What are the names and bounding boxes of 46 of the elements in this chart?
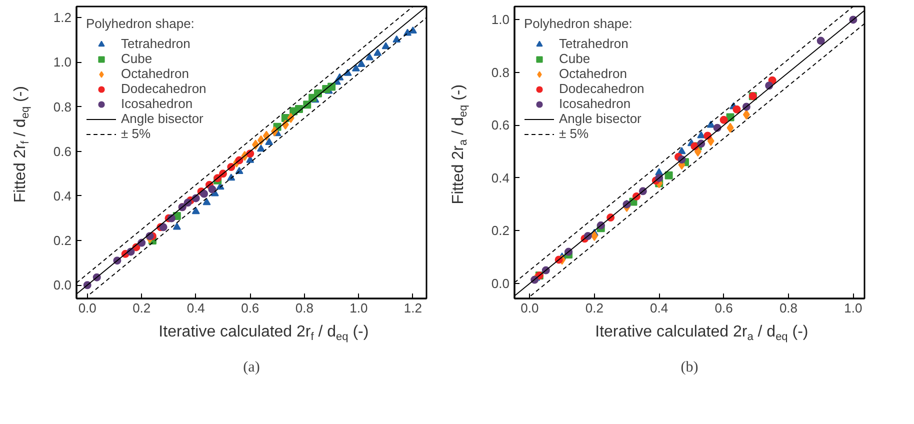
legend-label: Tetrahedron <box>559 36 628 51</box>
y-tick-label: 1.2 <box>53 10 72 26</box>
y-tick-label: 0.4 <box>53 188 72 204</box>
x-tick-label: 0.6 <box>241 300 260 316</box>
legend-label: Cube <box>121 51 152 66</box>
legend-label: Octahedron <box>559 66 627 81</box>
y-axis-title: Fitted 2ra / deq (-) <box>450 84 470 204</box>
y-tick-label: 0.4 <box>491 170 510 186</box>
legend-label: Octahedron <box>121 66 189 81</box>
x-tick-label: 1.0 <box>844 300 862 316</box>
legend-title: Polyhedron shape: <box>524 16 634 31</box>
x-tick-label: 0.8 <box>779 300 798 316</box>
y-tick-label: 1.0 <box>53 54 72 70</box>
legend-label: Cube <box>559 51 590 66</box>
y-tick-label: 0.2 <box>491 223 510 238</box>
y-axis-title: Fitted 2rf / deq (-) <box>12 86 32 203</box>
text: (a) <box>243 360 260 376</box>
text: (b) <box>680 360 698 376</box>
y-tick-label: 0.6 <box>53 144 72 159</box>
y-tick-label: 0.0 <box>491 276 510 291</box>
y-tick-label: 0.8 <box>53 99 72 114</box>
x-tick-label: 0.2 <box>132 300 151 316</box>
y-tick-label: 0.8 <box>491 64 510 80</box>
y-tick-label: 0.2 <box>53 233 72 248</box>
x-tick-label: 0.8 <box>295 300 314 316</box>
legend-label: Angle bisector <box>559 111 642 126</box>
legend-label: Icosahedron <box>121 96 193 111</box>
legend-label: Dodecahedron <box>121 81 206 96</box>
legend-title: Polyhedron shape: <box>86 16 196 31</box>
x-tick-label: 0.2 <box>585 300 604 316</box>
x-tick-label: 1.2 <box>404 300 422 316</box>
x-tick-label: 0.4 <box>186 300 205 316</box>
legend-label: Angle bisector <box>121 111 204 126</box>
x-tick-label: 0.6 <box>714 300 733 316</box>
y-tick-label: 0.6 <box>491 118 510 133</box>
legend-label: Dodecahedron <box>559 81 644 96</box>
legend-label: ± 5% <box>121 126 151 141</box>
legend-label: Icosahedron <box>559 96 631 111</box>
legend-label: ± 5% <box>559 126 589 141</box>
x-tick-label: 0.0 <box>520 300 539 316</box>
x-tick-label: 0.0 <box>78 300 96 316</box>
x-tick-label: 0.4 <box>650 300 668 316</box>
legend-label: Tetrahedron <box>121 36 190 51</box>
y-tick-label: 1.0 <box>491 12 510 28</box>
x-tick-label: 1.0 <box>350 300 368 316</box>
y-tick-label: 0.0 <box>53 278 72 293</box>
